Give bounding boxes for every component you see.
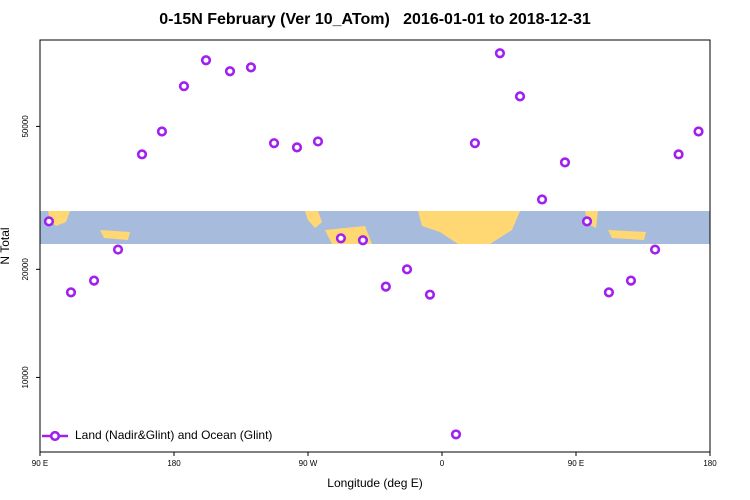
data-point [335, 233, 347, 244]
data-point [693, 126, 704, 137]
data-point [401, 264, 413, 275]
x-tick-label: 180 [167, 459, 181, 468]
data-point [178, 81, 190, 92]
data-point [112, 244, 124, 255]
data-point [514, 91, 526, 102]
chart-title: 0-15N February (Ver 10_ATom) 2016-01-01 … [159, 11, 591, 28]
data-point [65, 287, 77, 298]
data-point [494, 48, 506, 59]
data-point [156, 126, 168, 137]
y-tick-label: 20000 [21, 258, 30, 281]
data-point [43, 216, 55, 227]
legend-label: Land (Nadir&Glint) and Ocean (Glint) [75, 428, 272, 442]
data-point [268, 138, 280, 149]
land [48, 211, 646, 244]
data-point [424, 289, 436, 300]
data-point [581, 216, 593, 227]
x-tick-label: 90 W [299, 459, 318, 468]
data-point [536, 194, 548, 205]
data-point [469, 138, 481, 149]
ocean [40, 211, 710, 244]
data-point [245, 62, 257, 73]
map-band [40, 211, 710, 244]
y-tick-label: 50000 [21, 115, 30, 138]
x-tick-label: 180 [703, 459, 717, 468]
data-point [649, 244, 661, 255]
data-point [450, 429, 462, 440]
data-point [380, 281, 391, 292]
x-tick-label: 0 [440, 459, 445, 468]
x-tick-label: 90 E [568, 459, 584, 468]
legend-marker [49, 430, 61, 442]
plot-frame [39, 39, 711, 453]
data-point [312, 136, 324, 147]
data-point [291, 142, 303, 153]
y-tick-label: 10000 [21, 366, 30, 389]
y-axis-label: N Total [0, 227, 12, 264]
data-point [88, 275, 100, 286]
data-point [673, 149, 684, 160]
data-point [357, 235, 369, 246]
x-axis-label: Longitude (deg E) [327, 476, 422, 490]
data-point [603, 287, 615, 298]
data-point [625, 275, 637, 286]
data-point [559, 157, 571, 168]
data-point [224, 66, 236, 77]
data-point [200, 55, 212, 66]
x-tick-label: 90 E [32, 459, 48, 468]
data-point [136, 149, 148, 160]
